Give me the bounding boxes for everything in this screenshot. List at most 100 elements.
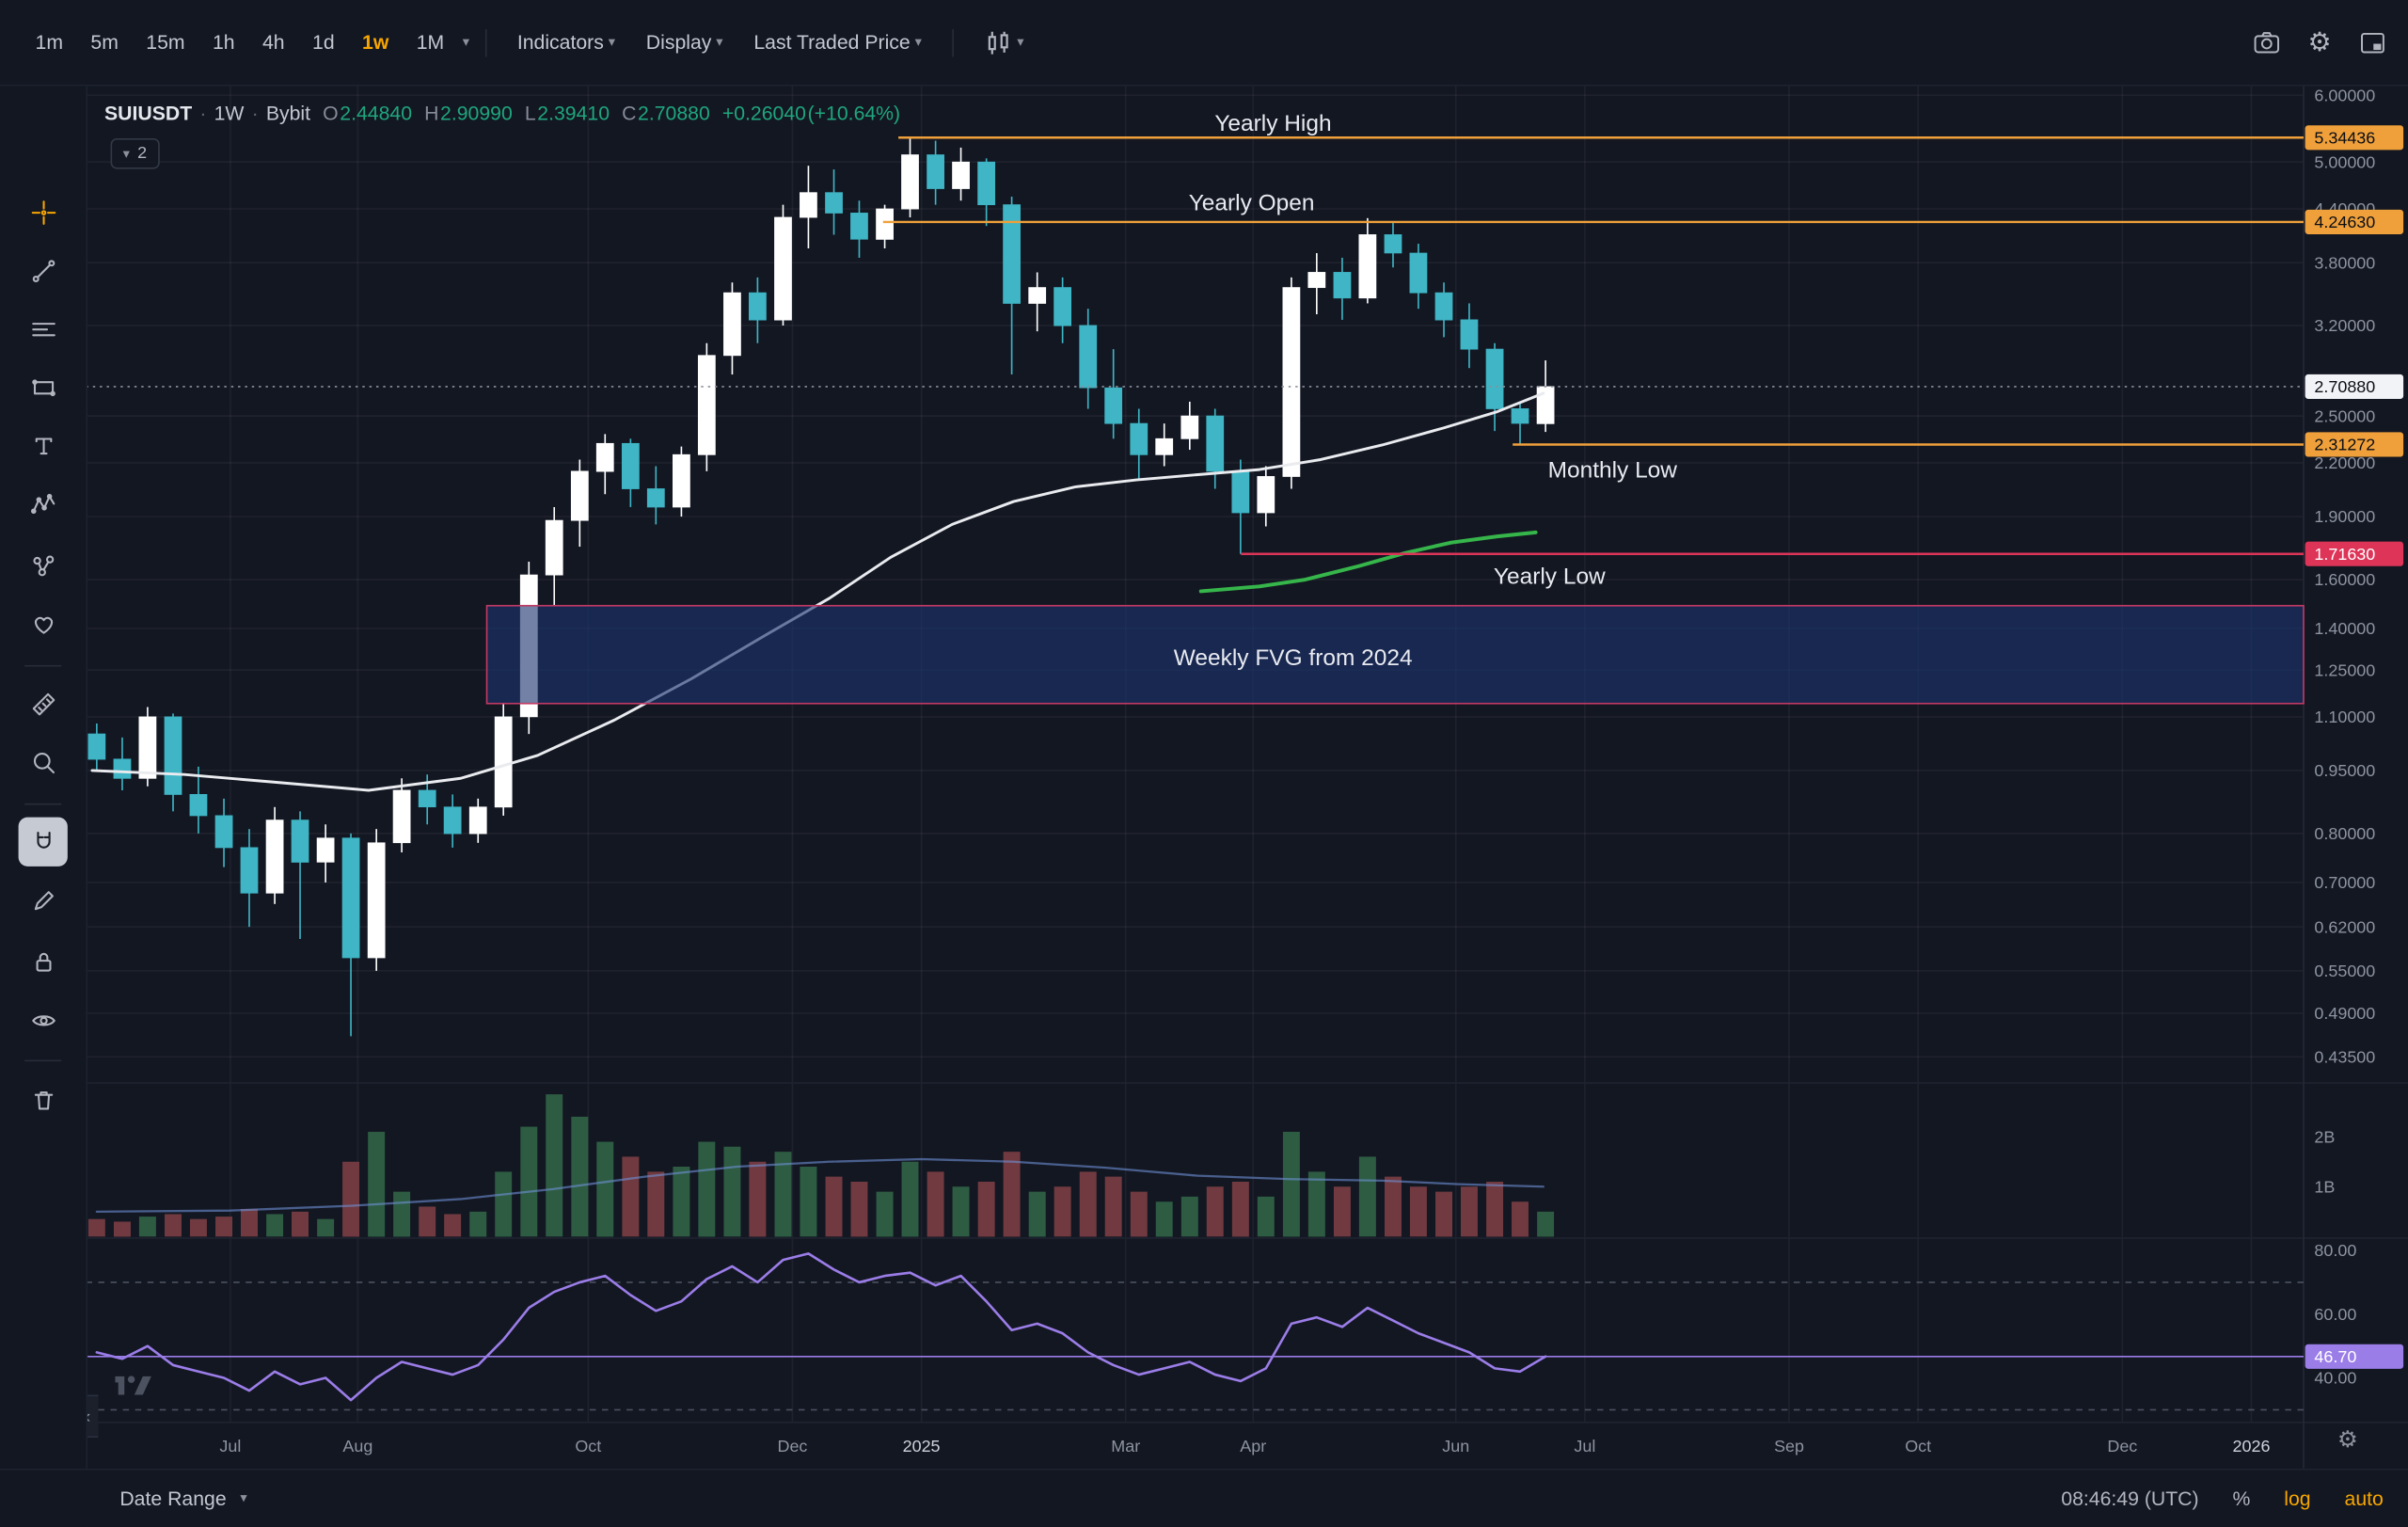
symbol-name[interactable]: SUIUSDT bbox=[104, 101, 193, 125]
log-scale-button[interactable]: log bbox=[2284, 1487, 2311, 1510]
svg-text:2026: 2026 bbox=[2233, 1437, 2271, 1455]
settings-button[interactable]: ⚙ bbox=[2307, 27, 2332, 57]
svg-text:2.70880: 2.70880 bbox=[2314, 377, 2375, 396]
price-badge-yearly-open: 4.24630 bbox=[2305, 209, 2404, 234]
toolbar-right-group: ⚙ bbox=[2253, 28, 2386, 56]
svg-text:46.70: 46.70 bbox=[2314, 1347, 2356, 1366]
chevron-down-icon: ▾ bbox=[914, 33, 923, 50]
forecast-tool-button[interactable] bbox=[19, 541, 68, 590]
chart-style-menu[interactable]: ▾ bbox=[970, 28, 1039, 56]
svg-text:2025: 2025 bbox=[903, 1437, 941, 1455]
svg-text:1.71630: 1.71630 bbox=[2314, 545, 2375, 564]
time-axis-labels: Jul Aug Oct Dec 2025 Mar Apr Jun Jul Sep Oct Dec 202… bbox=[219, 1437, 2270, 1455]
toolbar-group-divider bbox=[24, 1059, 62, 1062]
svg-text:Oct: Oct bbox=[1905, 1437, 1931, 1455]
chevron-down-icon: ▾ bbox=[1017, 33, 1024, 50]
svg-text:0.62000: 0.62000 bbox=[2314, 917, 2375, 936]
text-tool-button[interactable] bbox=[19, 421, 68, 469]
svg-text:0.55000: 0.55000 bbox=[2314, 962, 2375, 980]
price-badge-monthly-low: 2.31272 bbox=[2305, 432, 2404, 457]
open-label: O bbox=[323, 101, 339, 125]
pattern-tool-button[interactable] bbox=[19, 479, 68, 528]
ruler-tool-button[interactable] bbox=[19, 679, 68, 728]
fvg-box[interactable] bbox=[485, 604, 2305, 705]
objects-count: 2 bbox=[137, 144, 148, 164]
symbol-legend: SUIUSDT · 1W · Bybit O 2.44840 H 2.90990 L 2.39410… bbox=[104, 102, 900, 124]
svg-text:Aug: Aug bbox=[342, 1437, 372, 1455]
magnet-tool-button[interactable] bbox=[18, 817, 68, 867]
annotation-yearly-low[interactable]: Yearly Low bbox=[1494, 564, 1606, 589]
draw-lock-icon bbox=[30, 887, 56, 914]
timeframe-more-chevron-icon[interactable]: ▾ bbox=[462, 33, 470, 50]
eye-tool-button[interactable] bbox=[19, 995, 68, 1044]
screenshot-button[interactable] bbox=[2253, 28, 2280, 56]
annotation-yearly-high[interactable]: Yearly High bbox=[1214, 111, 1331, 136]
expand-button[interactable] bbox=[2359, 28, 2386, 56]
svg-text:2B: 2B bbox=[2314, 1127, 2335, 1146]
display-menu[interactable]: Display ▾ bbox=[630, 31, 738, 54]
rsi-line bbox=[95, 1252, 1547, 1402]
timeframe-1d[interactable]: 1d bbox=[312, 29, 335, 54]
timeframe-5m[interactable]: 5m bbox=[90, 29, 119, 54]
toolbar-separator bbox=[952, 28, 955, 56]
zoom-icon bbox=[30, 749, 56, 775]
svg-text:60.00: 60.00 bbox=[2314, 1305, 2356, 1324]
crosshair-tool-button[interactable] bbox=[19, 187, 68, 236]
svg-text:1.40000: 1.40000 bbox=[2314, 619, 2375, 638]
svg-text:Mar: Mar bbox=[1111, 1437, 1140, 1455]
high-value: 2.90990 bbox=[440, 101, 513, 125]
clock[interactable]: 08:46:49 (UTC) bbox=[2061, 1487, 2199, 1510]
svg-text:Apr: Apr bbox=[1240, 1437, 1266, 1455]
timeframe-1w[interactable]: 1w bbox=[362, 29, 389, 54]
zoom-tool-button[interactable] bbox=[19, 738, 68, 787]
svg-text:80.00: 80.00 bbox=[2314, 1241, 2356, 1260]
date-range-button[interactable]: Date Range ▾ bbox=[119, 1487, 246, 1509]
heart-tool-button[interactable] bbox=[19, 599, 68, 648]
time-axis-settings-icon[interactable]: ⚙ bbox=[2337, 1426, 2358, 1454]
svg-text:40.00: 40.00 bbox=[2314, 1369, 2356, 1388]
auto-scale-button[interactable]: auto bbox=[2344, 1487, 2384, 1510]
timeframe-4h[interactable]: 4h bbox=[262, 29, 285, 54]
annotation-monthly-low[interactable]: Monthly Low bbox=[1548, 458, 1678, 484]
svg-text:Dec: Dec bbox=[777, 1437, 807, 1455]
percent-scale-button[interactable]: % bbox=[2232, 1487, 2251, 1510]
svg-text:1.10000: 1.10000 bbox=[2314, 708, 2375, 726]
tradingview-logo[interactable] bbox=[114, 1372, 153, 1404]
objects-tree-badge[interactable]: ▾ 2 bbox=[110, 137, 160, 169]
chevron-down-icon: ▾ bbox=[608, 33, 616, 50]
svg-text:Dec: Dec bbox=[2107, 1437, 2137, 1455]
annotation-weekly-fvg-from-2024[interactable]: Weekly FVG from 2024 bbox=[1174, 645, 1413, 671]
svg-text:5.00000: 5.00000 bbox=[2314, 152, 2375, 171]
svg-text:3.20000: 3.20000 bbox=[2314, 316, 2375, 335]
forecast-icon bbox=[30, 552, 56, 579]
svg-text:3.80000: 3.80000 bbox=[2314, 253, 2375, 272]
timeframe-15m[interactable]: 15m bbox=[146, 29, 185, 54]
timeframe-1M[interactable]: 1M bbox=[416, 29, 445, 54]
svg-text:1.90000: 1.90000 bbox=[2314, 507, 2375, 526]
symbol-interval[interactable]: 1W bbox=[214, 101, 245, 125]
price-axis[interactable] bbox=[2304, 86, 2408, 1468]
indicators-menu[interactable]: Indicators ▾ bbox=[501, 31, 630, 54]
crosshair-icon bbox=[30, 199, 56, 225]
svg-text:Sep: Sep bbox=[1774, 1437, 1804, 1455]
trend-line-tool-button[interactable] bbox=[19, 246, 68, 294]
eye-icon bbox=[30, 1007, 56, 1033]
trash-tool-button[interactable] bbox=[19, 1075, 68, 1124]
low-value: 2.39410 bbox=[537, 101, 610, 125]
price-badge-yearly-low: 1.71630 bbox=[2305, 541, 2404, 566]
horizontal-line-tool-button[interactable] bbox=[19, 304, 68, 353]
annotation-yearly-open[interactable]: Yearly Open bbox=[1189, 191, 1315, 216]
lock-tool-button[interactable] bbox=[19, 937, 68, 986]
draw-lock-tool-button[interactable] bbox=[19, 876, 68, 925]
timeframe-1m[interactable]: 1m bbox=[35, 29, 64, 54]
time-axis[interactable] bbox=[86, 1423, 2304, 1469]
toolbar-group-divider bbox=[24, 803, 62, 805]
price-source-menu[interactable]: Last Traded Price ▾ bbox=[738, 31, 937, 54]
top-toolbar: 1m 5m 15m 1h 4h 1d 1w 1M ▾ Indicators ▾ Display… bbox=[0, 0, 2408, 87]
svg-text:Jun: Jun bbox=[1442, 1437, 1469, 1455]
rectangle-tool-button[interactable] bbox=[19, 362, 68, 411]
rectangle-icon bbox=[30, 374, 56, 401]
timeframe-1h[interactable]: 1h bbox=[212, 29, 235, 54]
svg-text:Oct: Oct bbox=[575, 1437, 601, 1455]
